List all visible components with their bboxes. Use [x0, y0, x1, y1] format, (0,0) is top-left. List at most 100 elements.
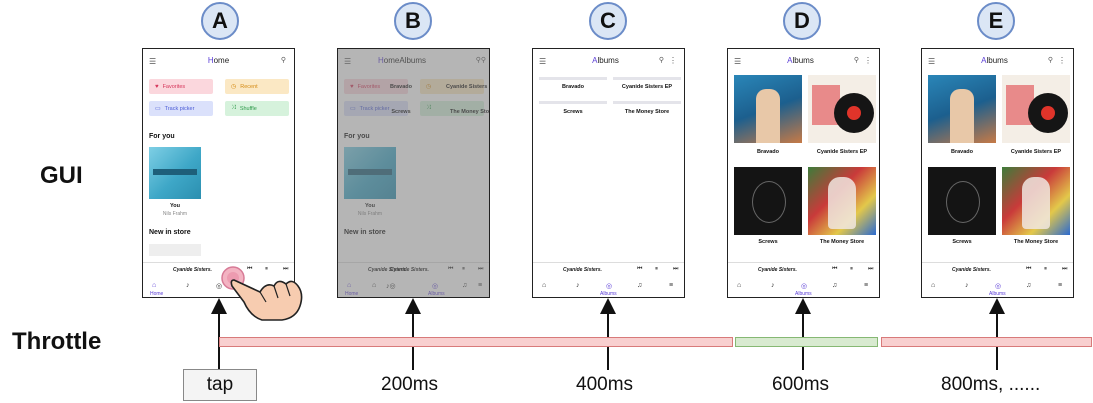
songs-nav-icon[interactable]: ♪: [771, 282, 775, 289]
playlists-nav-icon[interactable]: ≡: [669, 282, 674, 289]
menu-icon[interactable]: ☰: [539, 57, 547, 66]
home-nav-icon[interactable]: ⌂: [737, 282, 742, 289]
throttle-blocked-segment-2: [881, 337, 1092, 347]
phone-frame-e: ☰ Albums ⚲ ⋮ Bravado Cyanide Sisters EP …: [921, 48, 1074, 298]
songs-nav-icon[interactable]: ♪: [186, 282, 190, 289]
throttle-blocked-segment-1: [219, 337, 733, 347]
phone-frame-b: ☰ HomeAlbums ⚲⚲ ♥Favorites ▭Track picker…: [337, 48, 490, 298]
album-name-money-store: The Money Store: [1013, 239, 1059, 245]
album-name-screws: Screws: [563, 109, 583, 115]
time-400ms: 400ms: [576, 374, 634, 395]
store-placeholder: [149, 244, 201, 256]
album-art-money-store[interactable]: [1002, 167, 1070, 235]
timeline-arrows: [211, 298, 1005, 370]
app-bar: ☰ Albums ⚲ ⋮: [922, 55, 1073, 67]
album-name-cyanide: Cyanide Sisters EP: [621, 84, 673, 90]
artists-nav-icon[interactable]: ♫: [637, 282, 643, 289]
menu-icon[interactable]: ☰: [928, 57, 936, 66]
album-art-you[interactable]: [149, 147, 201, 199]
throttle-open-segment: [735, 337, 878, 347]
album-art-money-store[interactable]: [808, 167, 876, 235]
search-icon[interactable]: ⚲: [1047, 57, 1053, 64]
shuffle-chip[interactable]: ⤨ Shuffle: [225, 101, 289, 116]
album-art-screws[interactable]: [928, 167, 996, 235]
page-title: Albums: [592, 56, 619, 65]
more-icon[interactable]: ⋮: [864, 56, 872, 65]
previous-icon[interactable]: ⏮: [1026, 266, 1032, 272]
albums-nav-label: Albums: [989, 291, 1006, 297]
now-playing-song: Cyanide Sisters.: [758, 267, 797, 273]
next-icon[interactable]: ⏭: [1062, 266, 1068, 272]
songs-nav-icon[interactable]: ♪: [576, 282, 580, 289]
album-name-bravado: Bravado: [756, 149, 779, 155]
menu-icon[interactable]: ☰: [149, 57, 157, 66]
album-placeholder-2: [613, 77, 681, 80]
next-icon[interactable]: ⏭: [283, 266, 289, 272]
frame-label-c: C: [589, 2, 627, 40]
albums-nav-icon[interactable]: ◎: [801, 283, 808, 290]
recent-chip[interactable]: ◷ Recent: [225, 79, 289, 94]
app-bar: ☰ Albums ⚲ ⋮: [728, 55, 879, 67]
more-icon[interactable]: ⋮: [669, 56, 677, 65]
album-art-cyanide[interactable]: [1002, 75, 1070, 143]
more-icon[interactable]: ⋮: [1058, 56, 1066, 65]
albums-nav-label: Albums: [795, 291, 812, 297]
app-bar: ☰ Albums ⚲ ⋮: [533, 55, 684, 67]
previous-icon[interactable]: ⏮: [247, 266, 253, 272]
album-art-bravado[interactable]: [928, 75, 996, 143]
mini-player[interactable]: Cyanide Sisters. ⏮ ⏸ ⏭: [728, 262, 879, 277]
tap-label: tap: [183, 369, 257, 401]
albums-nav-icon[interactable]: ◎: [606, 283, 613, 290]
artists-nav-icon[interactable]: ♫: [832, 282, 838, 289]
pause-icon[interactable]: ⏸: [850, 266, 854, 272]
next-icon[interactable]: ⏭: [868, 266, 874, 272]
shuffle-icon: ⤨: [231, 105, 236, 111]
page-title: Albums: [787, 56, 814, 65]
favorites-chip[interactable]: ♥Favorites: [149, 79, 213, 94]
next-icon[interactable]: ⏭: [673, 266, 679, 272]
previous-icon[interactable]: ⏮: [832, 266, 838, 272]
pause-icon[interactable]: ⏸: [265, 266, 269, 272]
albums-nav-label: Albums: [600, 291, 617, 297]
bottom-nav: ⌂ ♪ ◎ Albums ♫ ≡: [533, 278, 684, 297]
album-art-screws[interactable]: [734, 167, 802, 235]
page-title: Albums: [981, 56, 1008, 65]
album-name-screws: Screws: [758, 239, 778, 245]
pause-icon[interactable]: ⏸: [1044, 266, 1048, 272]
home-nav-icon[interactable]: ⌂: [931, 282, 936, 289]
search-icon[interactable]: ⚲: [658, 57, 664, 64]
menu-icon[interactable]: ☰: [734, 57, 742, 66]
album-name-cyanide: Cyanide Sisters EP: [1010, 149, 1062, 155]
track-picker-chip[interactable]: ▭Track picker: [149, 101, 213, 116]
new-in-store-heading: New in store: [149, 229, 191, 236]
throttle-label: Throttle: [12, 328, 102, 355]
previous-icon[interactable]: ⏮: [637, 266, 643, 272]
search-icon[interactable]: ⚲: [280, 57, 286, 64]
playlists-nav-icon[interactable]: ≡: [1058, 282, 1063, 289]
playlists-nav-icon[interactable]: ≡: [864, 282, 869, 289]
songs-nav-icon[interactable]: ♪: [965, 282, 969, 289]
pause-icon[interactable]: ⏸: [655, 266, 659, 272]
artists-nav-icon[interactable]: ♫: [1026, 282, 1032, 289]
albums-nav-icon[interactable]: ◎: [216, 283, 223, 290]
for-you-heading: For you: [149, 133, 175, 140]
home-nav-icon[interactable]: ⌂: [542, 282, 547, 289]
tap-hand-icon: [221, 266, 303, 321]
album-name-bravado: Bravado: [950, 149, 973, 155]
mini-player[interactable]: Cyanide Sisters. ⏮ ⏸ ⏭: [533, 262, 684, 277]
album-artist: Nils Frahm: [162, 211, 188, 217]
home-nav-icon[interactable]: ⌂: [152, 282, 157, 289]
album-art-cyanide[interactable]: [808, 75, 876, 143]
bottom-nav: ⌂ Home ♪ ◎: [143, 278, 294, 297]
frame-label-d: D: [783, 2, 821, 40]
mini-player[interactable]: Cyanide Sisters. ⏮ ⏸ ⏭: [922, 262, 1073, 277]
search-icon[interactable]: ⚲: [853, 57, 859, 64]
home-nav-label: Home: [150, 291, 164, 297]
album-art-bravado[interactable]: [734, 75, 802, 143]
bottom-nav: ⌂ ♪ ◎ Albums ♫ ≡: [728, 278, 879, 297]
album-placeholder-4: [613, 101, 681, 104]
gui-label: GUI: [40, 162, 83, 189]
mini-player[interactable]: Cyanide Sisters. ⏮ ⏸ ⏭: [143, 262, 294, 277]
album-placeholder-3: [539, 101, 607, 104]
albums-nav-icon[interactable]: ◎: [995, 283, 1002, 290]
